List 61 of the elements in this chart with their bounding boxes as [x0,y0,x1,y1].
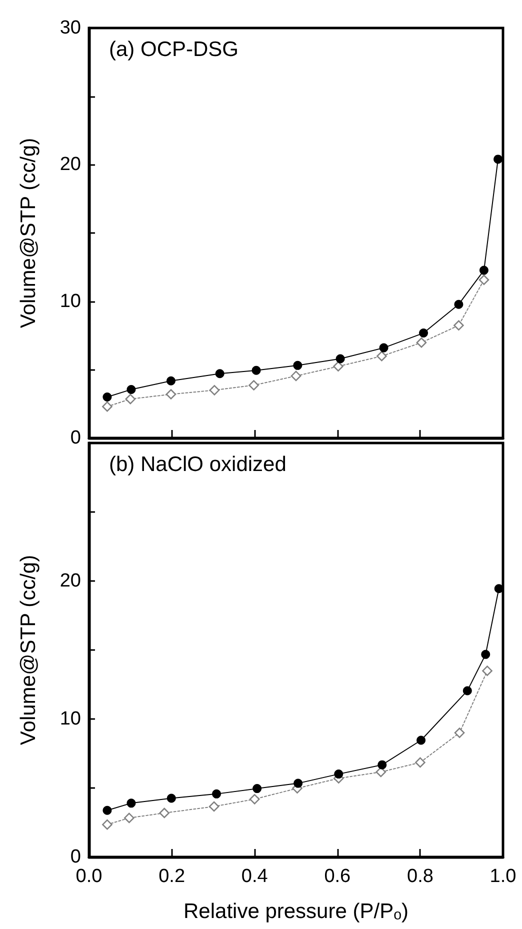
point [252,366,261,375]
point [479,266,488,275]
y-tick-label: 20 [60,154,81,176]
y-axis-title: Volume@STP (cc/g) [17,138,40,328]
point [166,794,176,803]
point [454,320,464,331]
point [478,274,490,286]
x-tick-label: 0.0 [76,866,102,887]
x-tick-label: 0.8 [406,866,434,887]
point [215,369,224,378]
x-tick-label: 0.2 [158,866,186,887]
point [334,770,344,779]
point [290,370,302,382]
point [481,650,490,659]
point [159,808,170,818]
y-axis-title: Volume@STP (cc/g) [17,554,40,746]
point [125,394,136,404]
point [166,389,176,400]
point [419,328,428,338]
y-tick-label: 0 [70,846,81,868]
x-tick-label: 0.6 [324,866,351,887]
x-axis-title: Relative pressure (P/Pₒ) [183,900,409,923]
point [102,806,112,815]
point [102,392,112,402]
point [166,376,176,386]
point [126,384,136,394]
point [249,794,260,804]
point [336,354,345,364]
x-tick-label: 1.0 [490,866,516,887]
text: (b) NaClO oxidized [109,453,286,476]
point [102,401,112,412]
point [294,778,303,788]
point [378,760,387,770]
x-tick-label: 0.4 [241,866,268,887]
point [252,784,262,794]
point [124,812,134,824]
y-tick-label: 20 [60,570,81,592]
point [333,361,344,372]
point [454,728,465,738]
point [454,300,464,309]
point [208,801,220,812]
point [415,757,426,768]
y-tick-label: 10 [60,708,81,730]
point [379,343,388,352]
point [416,337,427,348]
point [416,736,426,745]
point [494,154,503,164]
point [293,360,302,370]
point [376,350,387,362]
point [102,819,112,830]
y-tick-label: 30 [60,18,81,38]
point [209,385,220,396]
y-tick-label: 10 [60,290,81,312]
point [126,798,136,808]
point [462,686,472,696]
text: (a) OCP-DSG [109,38,239,61]
point [248,380,259,390]
point [212,789,222,798]
y-tick-label: 0 [70,428,81,448]
point [482,666,492,676]
point [376,766,386,778]
